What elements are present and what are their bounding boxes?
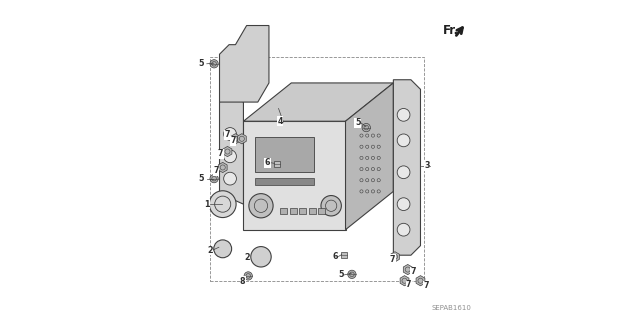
- Polygon shape: [237, 134, 246, 144]
- Circle shape: [362, 123, 371, 132]
- Text: 2: 2: [207, 246, 212, 255]
- Text: 7: 7: [390, 255, 396, 263]
- Text: 4: 4: [277, 117, 283, 126]
- Bar: [255, 178, 314, 185]
- Polygon shape: [416, 276, 425, 286]
- Text: 7: 7: [423, 281, 429, 290]
- Bar: [280, 208, 287, 214]
- Text: Fr.: Fr.: [443, 24, 459, 37]
- Text: SEPAB1610: SEPAB1610: [431, 305, 472, 311]
- Text: 5: 5: [355, 118, 360, 127]
- Text: 7: 7: [230, 137, 236, 145]
- Text: 2: 2: [244, 253, 250, 262]
- Circle shape: [210, 174, 218, 183]
- Polygon shape: [220, 96, 243, 204]
- Text: 7: 7: [224, 130, 230, 139]
- Text: 7: 7: [410, 267, 416, 276]
- Bar: [290, 208, 297, 214]
- Text: 5: 5: [338, 271, 344, 279]
- Bar: [274, 161, 280, 167]
- Bar: [319, 208, 325, 214]
- Text: 7: 7: [406, 280, 412, 289]
- Circle shape: [223, 128, 236, 140]
- Text: 5: 5: [198, 59, 204, 68]
- Circle shape: [223, 150, 236, 163]
- Circle shape: [210, 60, 218, 68]
- Polygon shape: [231, 134, 240, 144]
- Circle shape: [397, 166, 410, 179]
- Polygon shape: [394, 80, 420, 255]
- Circle shape: [397, 134, 410, 147]
- Circle shape: [397, 108, 410, 121]
- Circle shape: [209, 191, 236, 218]
- Polygon shape: [223, 146, 232, 157]
- Circle shape: [249, 194, 273, 218]
- Text: 7: 7: [214, 166, 219, 175]
- Polygon shape: [243, 83, 394, 121]
- Circle shape: [251, 247, 271, 267]
- Polygon shape: [218, 162, 227, 173]
- Text: 1: 1: [204, 200, 209, 209]
- Polygon shape: [390, 252, 399, 262]
- Circle shape: [321, 196, 341, 216]
- Polygon shape: [346, 83, 394, 230]
- Bar: [341, 252, 347, 258]
- Polygon shape: [400, 276, 409, 286]
- Circle shape: [223, 172, 236, 185]
- Text: 6: 6: [333, 252, 338, 261]
- Text: 5: 5: [198, 174, 204, 183]
- Polygon shape: [220, 26, 269, 102]
- Circle shape: [244, 272, 252, 280]
- Bar: [255, 137, 314, 172]
- Circle shape: [348, 270, 356, 278]
- Text: 3: 3: [424, 161, 429, 170]
- Polygon shape: [403, 264, 412, 275]
- Bar: [300, 208, 307, 214]
- Circle shape: [214, 240, 232, 258]
- Circle shape: [397, 223, 410, 236]
- Polygon shape: [243, 121, 346, 230]
- Text: 6: 6: [264, 158, 270, 167]
- Circle shape: [397, 198, 410, 211]
- Bar: [210, 57, 424, 281]
- Bar: [309, 208, 316, 214]
- Text: 8: 8: [240, 277, 246, 286]
- Text: 7: 7: [218, 149, 223, 158]
